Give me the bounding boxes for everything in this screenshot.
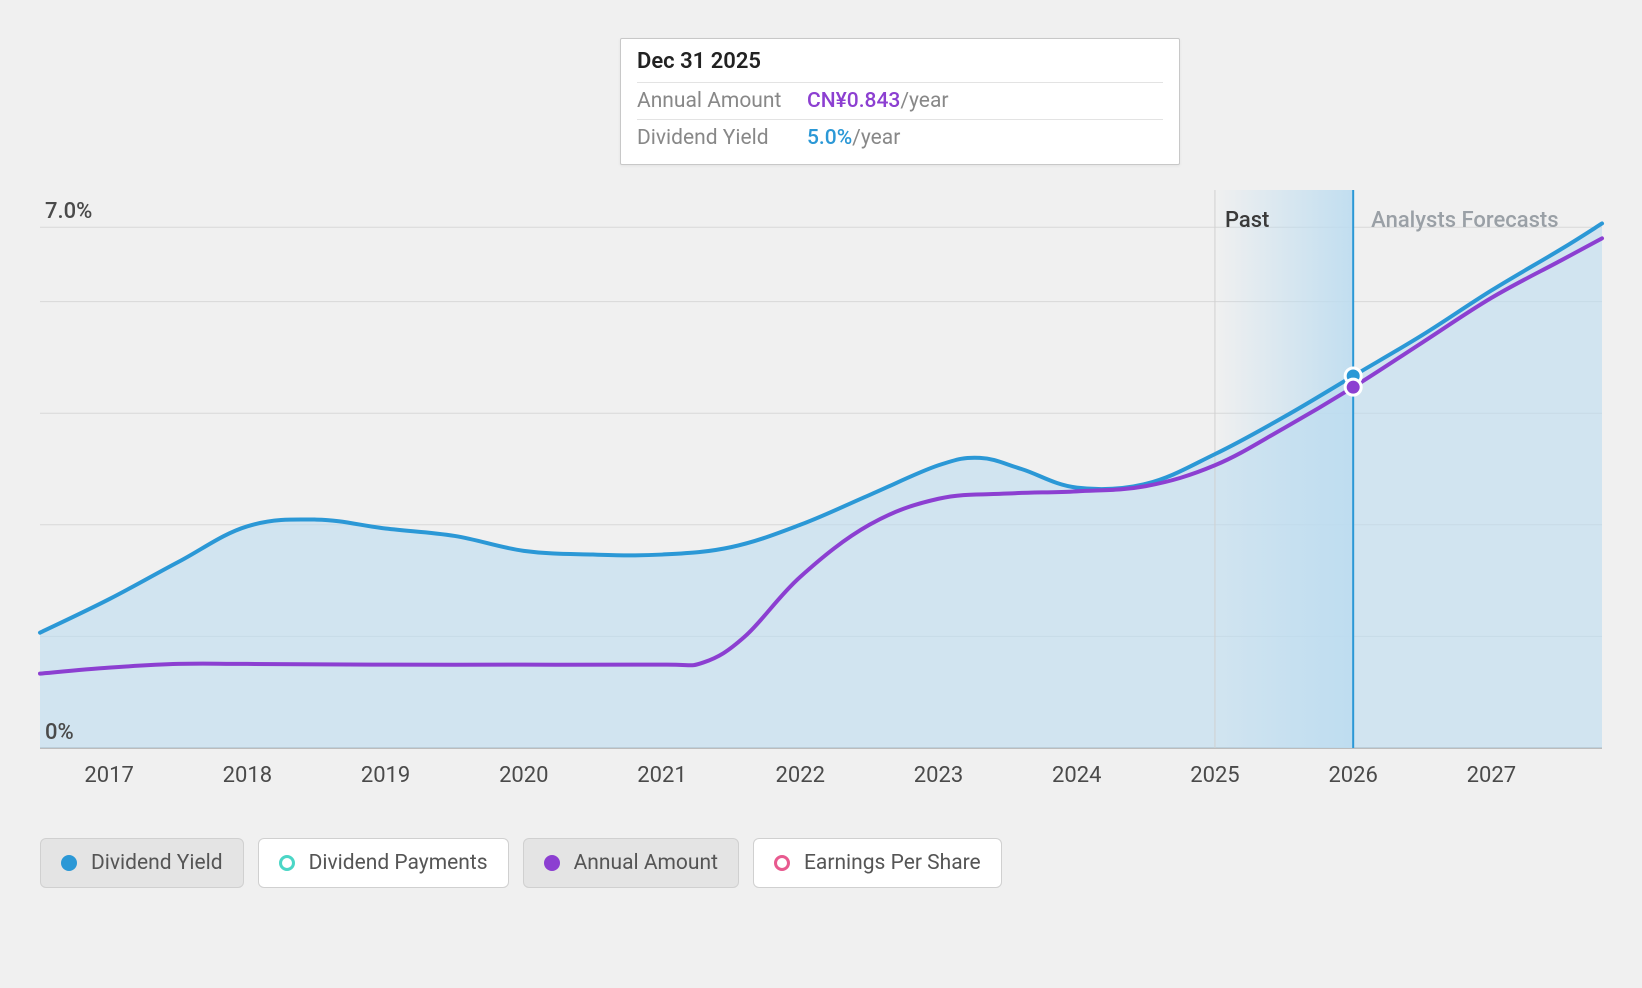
x-axis-tick: 2018 bbox=[223, 763, 272, 788]
annual-amount-marker bbox=[1345, 379, 1361, 395]
tooltip-row: Dividend Yield5.0%/year bbox=[637, 119, 1163, 156]
x-axis-tick: 2026 bbox=[1328, 763, 1377, 788]
x-axis-tick: 2027 bbox=[1467, 763, 1516, 788]
x-axis-tick: 2022 bbox=[776, 763, 825, 788]
legend-item-dividend-payments[interactable]: Dividend Payments bbox=[258, 838, 509, 888]
tooltip-row-value: CN¥0.843 bbox=[807, 89, 900, 113]
x-axis-tick: 2025 bbox=[1190, 763, 1239, 788]
x-axis-tick: 2023 bbox=[914, 763, 963, 788]
past-region-label: Past bbox=[1225, 208, 1269, 233]
legend-marker-icon bbox=[279, 855, 295, 871]
dividend-yield-area bbox=[40, 223, 1602, 748]
chart-tooltip: Dec 31 2025 Annual AmountCN¥0.843/yearDi… bbox=[620, 38, 1180, 165]
x-axis-tick: 2021 bbox=[637, 763, 686, 788]
chart-legend: Dividend Yield Dividend Payments Annual Am… bbox=[40, 838, 1002, 888]
legend-item-label: Annual Amount bbox=[574, 851, 718, 875]
legend-marker-icon bbox=[61, 855, 77, 871]
legend-item-dividend-yield[interactable]: Dividend Yield bbox=[40, 838, 244, 888]
tooltip-row-value: 5.0% bbox=[807, 126, 852, 150]
x-axis-tick: 2020 bbox=[499, 763, 548, 788]
legend-item-label: Earnings Per Share bbox=[804, 851, 981, 875]
tooltip-row-unit: /year bbox=[900, 89, 948, 113]
legend-item-annual-amount[interactable]: Annual Amount bbox=[523, 838, 739, 888]
legend-item-label: Dividend Yield bbox=[91, 851, 223, 875]
legend-item-label: Dividend Payments bbox=[309, 851, 488, 875]
y-axis-min-label: 0% bbox=[45, 720, 74, 745]
tooltip-row: Annual AmountCN¥0.843/year bbox=[637, 82, 1163, 119]
legend-item-earnings-per-share[interactable]: Earnings Per Share bbox=[753, 838, 1002, 888]
tooltip-row-label: Annual Amount bbox=[637, 89, 807, 113]
legend-marker-icon bbox=[774, 855, 790, 871]
tooltip-row-unit: /year bbox=[852, 126, 900, 150]
forecast-region-label: Analysts Forecasts bbox=[1371, 208, 1558, 233]
dividend-chart: Dec 31 2025 Annual AmountCN¥0.843/yearDi… bbox=[0, 0, 1642, 988]
legend-marker-icon bbox=[544, 855, 560, 871]
transition-band bbox=[1215, 190, 1353, 748]
x-axis-tick: 2017 bbox=[84, 763, 133, 788]
x-axis-tick: 2024 bbox=[1052, 763, 1101, 788]
y-axis-max-label: 7.0% bbox=[45, 199, 92, 224]
x-axis-tick: 2019 bbox=[361, 763, 410, 788]
tooltip-row-label: Dividend Yield bbox=[637, 126, 807, 150]
tooltip-date: Dec 31 2025 bbox=[637, 49, 1163, 74]
